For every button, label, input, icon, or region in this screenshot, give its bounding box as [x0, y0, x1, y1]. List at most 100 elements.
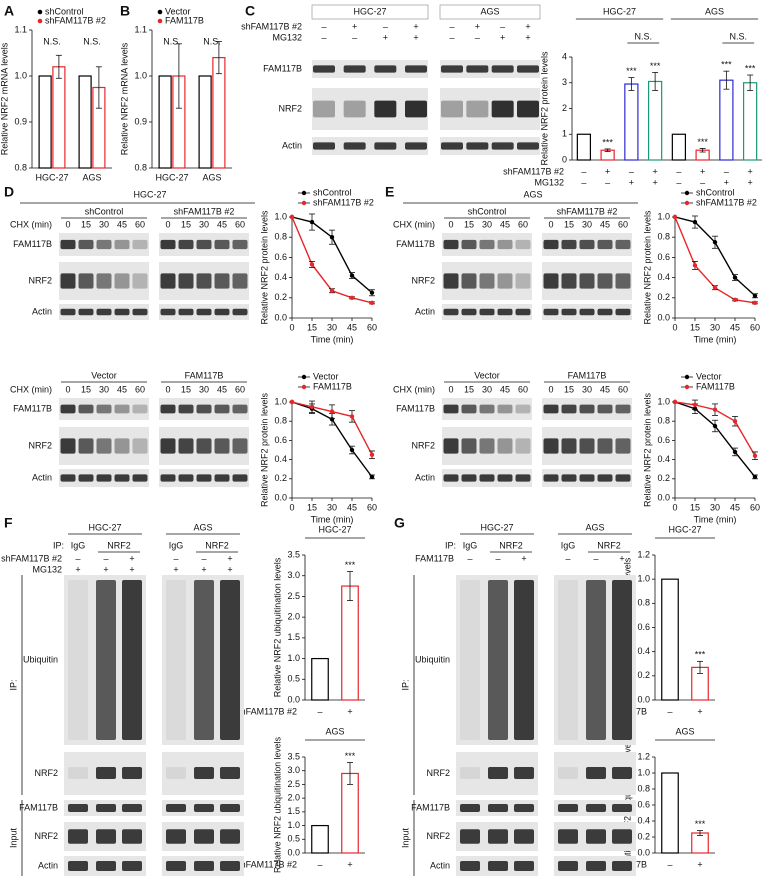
condition-sign: +	[413, 21, 418, 31]
y-tick-label: 0.0	[637, 694, 650, 704]
condition-sign: –	[103, 553, 108, 563]
lane-label: 0	[65, 384, 70, 394]
blot-band	[517, 100, 539, 118]
y-tick-label: 3	[562, 77, 567, 87]
x-tick-label: 60	[750, 502, 760, 512]
legend-marker	[37, 18, 43, 24]
y-axis-title: Relative NRF2 protein levels	[259, 392, 269, 507]
row-label: Actin	[415, 472, 435, 482]
y-tick-label: 0.2	[274, 473, 287, 483]
x-tick-label: 30	[710, 322, 720, 332]
blot-band	[612, 861, 632, 871]
lane-label: 30	[482, 219, 492, 229]
blot-band	[597, 273, 613, 289]
blot-band	[558, 767, 578, 779]
condition-sign: +	[227, 564, 232, 574]
condition-sign: +	[500, 32, 505, 42]
blot-band	[374, 100, 397, 118]
blot-band	[96, 273, 112, 289]
blot-band	[479, 273, 495, 289]
group-label: Vector	[474, 370, 500, 380]
blot-band	[122, 767, 142, 779]
y-tick-label: 1.5	[287, 806, 300, 816]
blot-band	[178, 273, 194, 289]
blot-band	[561, 273, 577, 289]
blot-band	[166, 580, 186, 740]
lane-label: 30	[482, 384, 492, 394]
point	[692, 402, 698, 408]
y-tick-label: 1.0	[657, 396, 670, 406]
section-label: IP:	[8, 679, 18, 690]
blot-band	[460, 767, 480, 779]
blot-band	[597, 308, 613, 316]
blot-band	[443, 438, 459, 454]
blot-band	[194, 804, 214, 812]
lane-label: 15	[181, 384, 191, 394]
blot-band	[178, 404, 194, 414]
blot-band	[586, 829, 606, 844]
row-label: Actin	[430, 860, 450, 870]
condition-sign: –	[593, 553, 598, 563]
y-axis-title: Relative NRF2 mRNA levels	[0, 42, 9, 155]
blot-band	[68, 767, 88, 779]
blot-band	[615, 239, 631, 250]
significance-label: ***	[650, 61, 661, 71]
blot-band	[558, 580, 578, 740]
condition-sign: +	[475, 21, 480, 31]
x-tick-label: HGC-27	[35, 172, 68, 182]
x-tick-label: 45	[347, 322, 357, 332]
blot-band	[196, 438, 212, 454]
annotation: N.S.	[634, 31, 652, 41]
blot-band	[514, 861, 534, 871]
blot-band	[460, 861, 480, 871]
blot-band	[488, 767, 508, 779]
lane-label: 60	[235, 219, 245, 229]
blot-band	[122, 580, 142, 740]
annotation: N.S.	[163, 36, 181, 46]
point	[712, 423, 718, 429]
legend-label: shFAM117B #2	[45, 15, 106, 25]
condition-sign: –	[321, 21, 326, 31]
blot-band	[160, 404, 176, 414]
y-tick-label: 0.0	[287, 694, 300, 704]
condition-sign: +	[747, 166, 752, 176]
group-label: shFAM117B #2	[557, 206, 618, 216]
lane-label: 60	[518, 219, 528, 229]
blot-band	[615, 438, 631, 454]
lane-label: NRF2	[107, 540, 131, 550]
group-label: HGC-27	[480, 522, 513, 532]
blot-band	[114, 438, 130, 454]
legend-label: shFAM117B #2	[313, 197, 374, 207]
blot-band	[78, 239, 94, 250]
row-label: FAM117B	[396, 403, 435, 413]
y-tick-label: 1.0	[134, 70, 147, 80]
blot-band	[68, 829, 88, 844]
group-label: AGS	[585, 522, 604, 532]
row-label: NRF2	[278, 103, 302, 113]
blot-band	[579, 308, 595, 316]
blot-band	[60, 404, 76, 414]
condition-sign: –	[500, 21, 505, 31]
lane-label: 30	[199, 384, 209, 394]
blot-band	[96, 438, 112, 454]
y-tick-label: 0.0	[287, 847, 300, 857]
blot-band	[460, 580, 480, 740]
blot-band	[160, 239, 176, 250]
panel-letter: E	[385, 184, 394, 200]
legend-marker	[37, 9, 43, 15]
blot-band	[78, 404, 94, 414]
y-axis-title: Relative NRF2 mRNA levels	[119, 42, 129, 155]
point	[309, 262, 315, 267]
row-label: FAM117B	[263, 63, 302, 73]
y-tick-label: 0.2	[657, 292, 670, 302]
condition-sign: –	[449, 21, 454, 31]
blot-band	[497, 438, 513, 454]
panel-letter: C	[245, 3, 255, 19]
bar	[158, 75, 172, 169]
blot-band	[343, 65, 366, 73]
x-axis-title: Time (min)	[694, 514, 737, 524]
y-tick-label: 0.4	[657, 272, 670, 282]
blot-band	[178, 474, 194, 482]
blot-band	[160, 474, 176, 482]
lane-label: 30	[199, 219, 209, 229]
